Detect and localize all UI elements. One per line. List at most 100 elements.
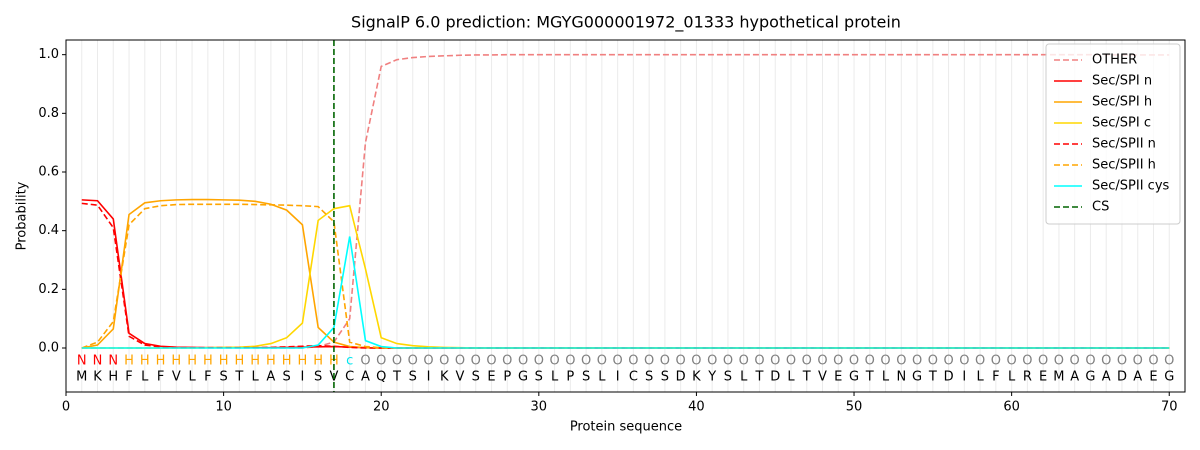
- residue-label: G: [1085, 370, 1095, 385]
- region-label: O: [439, 354, 449, 369]
- residue-label: S: [283, 370, 291, 385]
- region-label: O: [1133, 354, 1143, 369]
- y-tick-label: 0.8: [38, 106, 59, 121]
- region-label: O: [471, 354, 481, 369]
- residue-label: E: [487, 370, 495, 385]
- region-label: O: [1085, 354, 1095, 369]
- region-label: H: [266, 354, 276, 369]
- region-label: O: [786, 354, 796, 369]
- region-label: O: [1101, 354, 1111, 369]
- series-line: [81, 199, 1170, 349]
- region-label: O: [534, 354, 544, 369]
- residue-label: C: [629, 370, 638, 385]
- residue-label: L: [141, 370, 149, 385]
- region-label: O: [1007, 354, 1017, 369]
- residue-label: G: [849, 370, 859, 385]
- residue-label: D: [770, 370, 780, 385]
- region-label: O: [1038, 354, 1048, 369]
- residue-label: L: [787, 370, 795, 385]
- residue-label: L: [551, 370, 559, 385]
- y-axis-label: Probability: [15, 181, 30, 250]
- region-label: O: [880, 354, 890, 369]
- region-label: O: [849, 354, 859, 369]
- region-label: O: [770, 354, 780, 369]
- residue-label: E: [834, 370, 842, 385]
- x-tick-label: 30: [531, 400, 548, 415]
- region-label: O: [360, 354, 370, 369]
- region-label: O: [1022, 354, 1032, 369]
- region-label: O: [991, 354, 1001, 369]
- residue-label: D: [676, 370, 686, 385]
- x-tick-label: 10: [215, 400, 232, 415]
- region-label: O: [723, 354, 733, 369]
- region-label: O: [707, 354, 717, 369]
- legend-label: Sec/SPI n: [1092, 74, 1152, 89]
- residue-label: K: [93, 370, 102, 385]
- x-tick-label: 0: [62, 400, 70, 415]
- region-label: O: [865, 354, 875, 369]
- residue-label: S: [409, 370, 417, 385]
- residue-label: A: [361, 370, 370, 385]
- region-label: O: [1070, 354, 1080, 369]
- series-line: [81, 236, 1170, 349]
- residue-label: L: [598, 370, 606, 385]
- region-label: O: [817, 354, 827, 369]
- region-label: N: [93, 354, 103, 369]
- region-label: H: [219, 354, 229, 369]
- region-label: O: [486, 354, 496, 369]
- residue-label: V: [172, 370, 181, 385]
- region-label: c: [346, 354, 353, 369]
- residue-label: Y: [707, 370, 716, 385]
- region-label: O: [613, 354, 623, 369]
- region-label: O: [802, 354, 812, 369]
- region-label: O: [676, 354, 686, 369]
- residue-label: Q: [376, 370, 386, 385]
- y-tick-label: 0.0: [38, 341, 59, 356]
- residue-label: V: [818, 370, 827, 385]
- region-label: O: [1117, 354, 1127, 369]
- residue-label: S: [645, 370, 653, 385]
- region-label: O: [943, 354, 953, 369]
- residue-label: S: [219, 370, 227, 385]
- region-label: O: [597, 354, 607, 369]
- legend-label: Sec/SPII h: [1092, 158, 1156, 173]
- region-label: H: [140, 354, 150, 369]
- residue-label: L: [882, 370, 890, 385]
- x-axis-label: Protein sequence: [570, 420, 682, 435]
- region-label: O: [549, 354, 559, 369]
- x-tick-label: 50: [846, 400, 863, 415]
- region-label: N: [77, 354, 87, 369]
- y-tick-label: 0.2: [38, 282, 59, 297]
- residue-label: T: [234, 370, 243, 385]
- residue-label: H: [108, 370, 118, 385]
- region-label: O: [408, 354, 418, 369]
- residue-label: P: [566, 370, 574, 385]
- legend-label: OTHER: [1092, 53, 1137, 68]
- region-label: O: [959, 354, 969, 369]
- region-label: O: [581, 354, 591, 369]
- x-tick-label: 40: [688, 400, 705, 415]
- region-label: O: [739, 354, 749, 369]
- residue-label: S: [724, 370, 732, 385]
- y-tick-label: 1.0: [38, 47, 59, 62]
- region-label: H: [156, 354, 166, 369]
- legend-label: Sec/SPI c: [1092, 116, 1151, 131]
- region-label: O: [896, 354, 906, 369]
- region-label: O: [660, 354, 670, 369]
- legend-label: CS: [1092, 200, 1109, 215]
- residue-label: V: [456, 370, 465, 385]
- residue-label: E: [1039, 370, 1047, 385]
- region-label: O: [691, 354, 701, 369]
- residue-label: M: [76, 370, 87, 385]
- x-tick-label: 70: [1161, 400, 1178, 415]
- region-label: O: [1054, 354, 1064, 369]
- region-label: O: [1148, 354, 1158, 369]
- region-label: N: [108, 354, 118, 369]
- residue-label: D: [1117, 370, 1127, 385]
- legend-label: Sec/SPII cys: [1092, 179, 1170, 194]
- y-tick-label: 0.6: [38, 165, 59, 180]
- region-label: H: [250, 354, 260, 369]
- region-label: O: [502, 354, 512, 369]
- residue-label: K: [440, 370, 449, 385]
- region-label: O: [833, 354, 843, 369]
